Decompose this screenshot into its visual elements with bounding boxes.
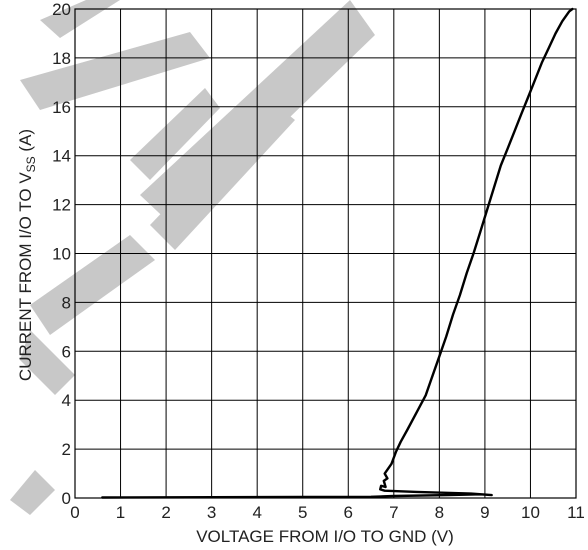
y-tick-label: 14 [52, 147, 71, 166]
series [101, 7, 574, 499]
x-tick-label: 1 [116, 503, 125, 522]
y-axis-label-subscript: SS [24, 156, 38, 172]
y-tick-label: 16 [52, 98, 71, 117]
x-tick-label: 6 [344, 503, 353, 522]
grid [74, 8, 577, 499]
x-tick-label: 7 [389, 503, 398, 522]
y-tick-label: 4 [62, 391, 71, 410]
series-line [101, 7, 574, 499]
x-tick-label: 0 [70, 503, 79, 522]
x-tick-label: 11 [567, 503, 585, 522]
x-tick-label: 3 [207, 503, 216, 522]
y-tick-labels: 0 2 4 6 8 10 12 14 16 18 20 [52, 0, 71, 508]
y-tick-label: 8 [62, 293, 71, 312]
x-tick-labels: 0 1 2 3 4 5 6 7 8 9 10 11 [70, 503, 585, 522]
x-tick-label: 2 [161, 503, 170, 522]
x-axis-label: VOLTAGE FROM I/O TO GND (V) [196, 527, 454, 546]
x-tick-label: 4 [252, 503, 261, 522]
y-tick-label: 6 [62, 342, 71, 361]
y-tick-label: 0 [62, 489, 71, 508]
y-axis-label-prefix: CURRENT FROM I/O TO V [16, 172, 35, 381]
y-axis-label: CURRENT FROM I/O TO VSS (A) [16, 129, 38, 381]
y-tick-label: 2 [62, 440, 71, 459]
x-tick-label: 5 [298, 503, 307, 522]
x-tick-label: 9 [480, 503, 489, 522]
x-tick-label: 10 [521, 503, 540, 522]
y-tick-label: 10 [52, 245, 71, 264]
y-axis-label-suffix: (A) [16, 129, 35, 156]
x-tick-label: 8 [435, 503, 444, 522]
y-tick-label: 12 [52, 196, 71, 215]
y-tick-label: 20 [52, 0, 71, 19]
y-tick-label: 18 [52, 49, 71, 68]
